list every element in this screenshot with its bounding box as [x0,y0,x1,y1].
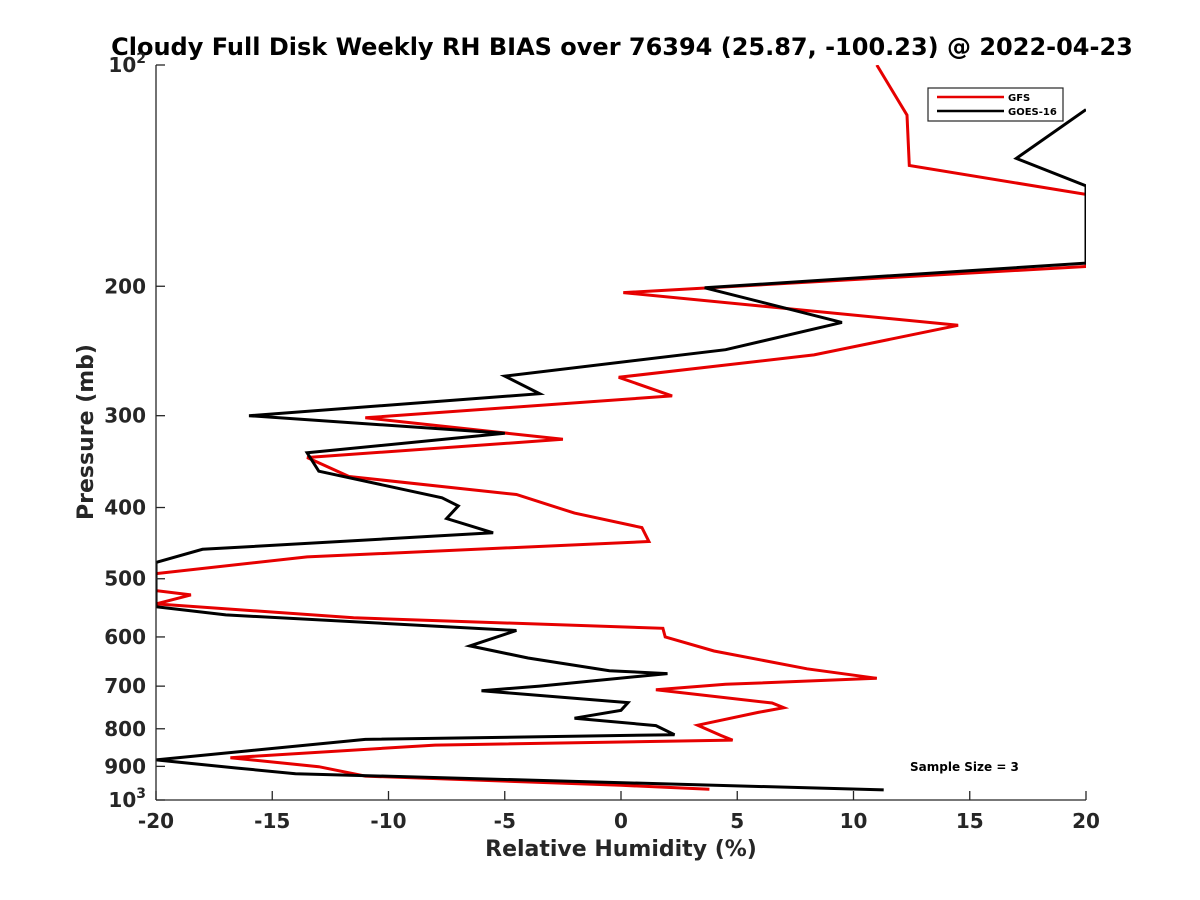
y-tick-label: 600 [104,625,146,649]
x-tick-label: 0 [614,809,628,833]
legend-box [927,87,1064,122]
x-axis-label: Relative Humidity (%) [485,837,757,862]
y-tick-label: 300 [104,404,146,428]
y-tick-label: 102 [108,51,146,77]
axes-group [155,64,1087,801]
y-tick-label: 103 [108,786,146,812]
x-tick-label: 20 [1072,809,1100,833]
y-tick-label: 800 [104,717,146,741]
x-tick-label: 15 [956,809,984,833]
plot-area [155,64,1087,801]
sample-size-note: Sample Size = 3 [910,760,1019,774]
x-tick-label: 5 [730,809,744,833]
legend: GFS GOES-16 [927,87,1064,122]
chart-title: Cloudy Full Disk Weekly RH BIAS over 763… [111,33,1133,61]
y-axis-label: Pressure (mb) [74,344,99,520]
y-tick-labels: 102 200 300 400 500 600 700 800 900 103 [104,51,146,812]
y-tick-label: 400 [104,496,146,520]
y-tick-label: 200 [104,274,146,298]
y-tick-label: 500 [104,567,146,591]
x-tick-label: -10 [370,809,406,833]
x-tick-labels: -20 -15 -10 -5 0 5 10 15 20 [138,809,1100,833]
x-tick-label: -5 [494,809,516,833]
x-tick-label: -20 [138,809,174,833]
y-tick-label: 700 [104,674,146,698]
y-tick-label: 900 [104,754,146,778]
legend-label-goes16: GOES-16 [1008,107,1057,118]
x-tick-label: -15 [254,809,290,833]
x-tick-label: 10 [840,809,868,833]
legend-label-gfs: GFS [1008,93,1030,104]
series-group [156,65,1086,792]
series-line-gfs [156,65,1086,791]
series-line-goes16 [156,108,1086,792]
